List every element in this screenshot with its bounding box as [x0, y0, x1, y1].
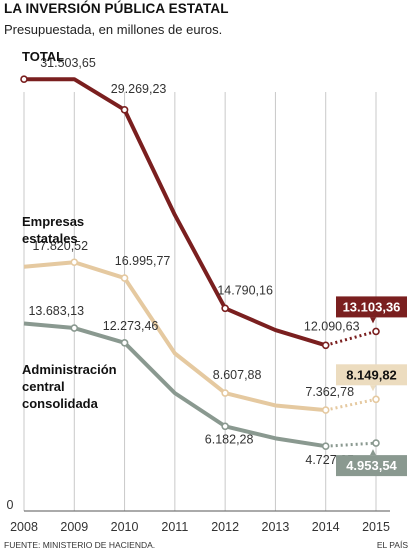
data-label-0-2010: 29.269,23 — [111, 82, 167, 96]
data-point-2-2009 — [70, 324, 79, 332]
series-name-0-line-0: TOTAL — [22, 49, 64, 64]
x-tick-label-2012: 2012 — [211, 520, 239, 534]
data-point-1-2010 — [120, 274, 129, 282]
x-tick-label-2014: 2014 — [312, 520, 340, 534]
x-tick-label-2011: 2011 — [161, 520, 188, 534]
x-tick-label-2015: 2015 — [362, 520, 390, 534]
data-point-0-2015 — [372, 327, 380, 336]
series-name-1-line-0: Empresas — [22, 214, 84, 229]
data-label-2-2009: 13.683,13 — [28, 304, 84, 318]
value-badge-0 — [336, 296, 407, 318]
series-name-2-line-2: consolidada — [22, 396, 99, 411]
x-tick-label-2013: 2013 — [262, 520, 290, 534]
data-point-0-2012 — [221, 304, 229, 313]
series-line-forecast-0 — [325, 329, 377, 347]
data-label-2-2012: 6.182,28 — [205, 432, 254, 446]
series-line-forecast-1 — [325, 397, 377, 412]
data-label-1-2009: 17.820,52 — [32, 239, 88, 253]
data-label-1-2012: 8.607,88 — [213, 368, 262, 382]
data-label-1-2014: 7.362,78 — [305, 385, 354, 399]
data-label-2-2010: 12.273,46 — [103, 319, 159, 333]
value-badge-pointer-1 — [370, 385, 376, 392]
data-point-2-2010 — [120, 338, 129, 347]
value-badge-1 — [336, 364, 407, 386]
data-point-0-2014 — [321, 341, 330, 350]
data-point-0-2010 — [120, 106, 129, 114]
series-name-2-line-0: Administración — [22, 362, 117, 377]
x-tick-label-2009: 2009 — [60, 520, 88, 534]
data-label-0-2012: 14.790,16 — [217, 283, 273, 297]
data-point-1-2009 — [70, 258, 79, 267]
y-tick-label-0: 0 — [7, 498, 14, 512]
data-point-2-2014 — [321, 442, 330, 451]
value-badge-pointer-0 — [370, 317, 376, 324]
chart-title: LA INVERSIÓN PÚBLICA ESTATAL — [4, 1, 229, 16]
x-tick-label-2008: 2008 — [10, 520, 38, 534]
value-badge-pointer-2 — [370, 449, 376, 456]
series-line-0 — [24, 77, 327, 348]
value-badge-2 — [336, 455, 407, 477]
value-badge-label-0: 13.103,36 — [343, 299, 401, 314]
series-name-1-line-1: estatales — [22, 231, 78, 246]
data-point-2-2012 — [221, 422, 229, 431]
data-label-1-2010: 16.995,77 — [115, 254, 171, 268]
data-point-1-2015 — [372, 395, 380, 404]
data-label-0-2008: 31.503,65 — [40, 56, 96, 70]
data-point-1-2012 — [221, 389, 229, 397]
footer-brand: EL PAÍS — [376, 540, 408, 550]
data-point-0-2008 — [20, 75, 28, 84]
value-badge-label-1: 8.149,82 — [346, 367, 397, 382]
value-badge-label-2: 4.953,54 — [346, 458, 397, 473]
data-point-2-2015 — [372, 439, 380, 447]
data-label-0-2014: 12.090,63 — [304, 319, 360, 333]
x-tick-label-2010: 2010 — [111, 520, 139, 534]
footer-source: FUENTE: MINISTERIO DE HACIENDA. — [4, 540, 156, 550]
series-line-forecast-2 — [325, 441, 377, 448]
series-name-2-line-1: central — [22, 379, 65, 394]
chart-subtitle: Presupuestada, en millones de euros. — [4, 22, 223, 37]
data-point-1-2014 — [321, 406, 330, 414]
